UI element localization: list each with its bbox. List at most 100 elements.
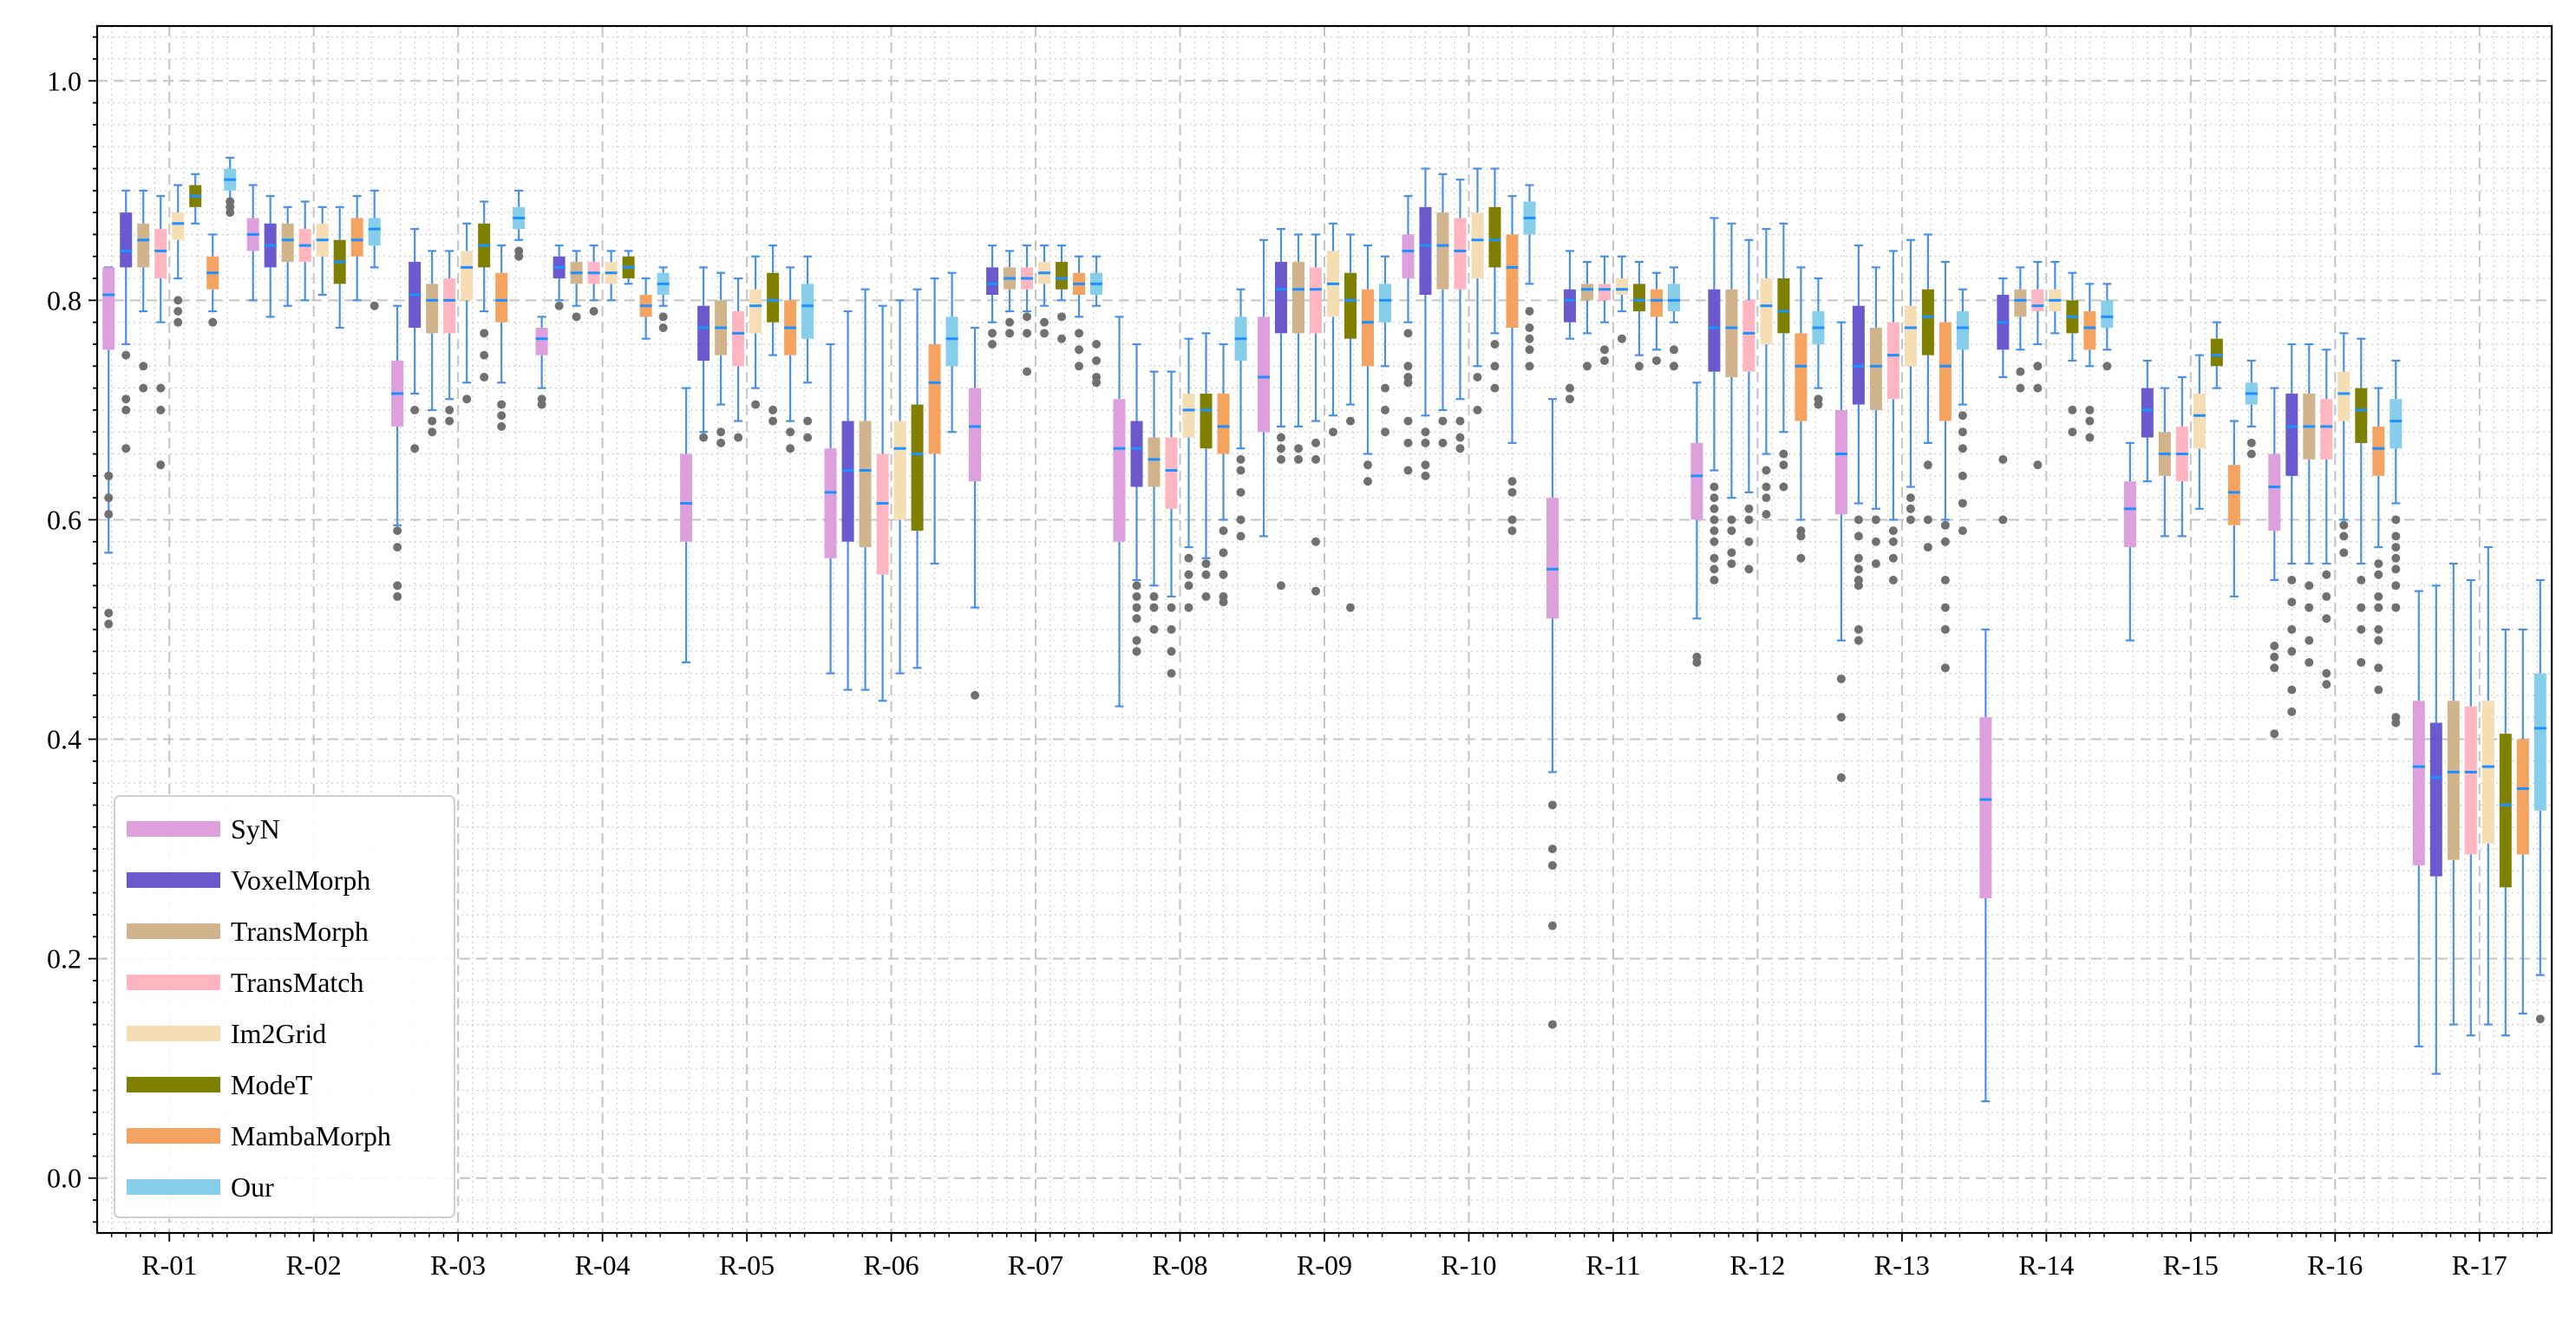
x-tick-label: R-13 (1874, 1249, 1930, 1281)
outlier-point (699, 433, 709, 442)
box-iqr (1956, 311, 1969, 350)
outlier-point (1634, 362, 1644, 371)
box-iqr (1939, 322, 1952, 421)
outlier-point (2339, 520, 2349, 530)
outlier-point (1219, 526, 1228, 536)
box-iqr (1165, 437, 1178, 509)
outlier-point (156, 460, 166, 470)
outlier-point (2339, 548, 2349, 558)
outlier-point (1871, 537, 1880, 546)
outlier-point (121, 444, 131, 453)
box-iqr (1667, 284, 1680, 312)
box-iqr (2337, 371, 2350, 421)
box-iqr (1852, 305, 1865, 405)
box-iqr (2227, 465, 2240, 525)
box-iqr (102, 267, 115, 350)
outlier-point (1092, 355, 1102, 365)
outlier-point (1473, 372, 1482, 382)
x-tick-label: R-14 (2018, 1249, 2074, 1281)
box-iqr (2447, 701, 2460, 860)
outlier-point (1906, 515, 1915, 525)
x-tick-label: R-09 (1297, 1249, 1352, 1281)
outlier-point (2246, 438, 2256, 447)
outlier-point (1854, 515, 1863, 525)
box-mambamorph-r-15 (2227, 420, 2240, 598)
outlier-point (768, 405, 778, 414)
box-mambamorph-r-04 (639, 277, 652, 340)
x-tick-label: R-17 (2452, 1249, 2507, 1281)
outlier-point (658, 323, 668, 332)
outlier-point (1023, 329, 1032, 338)
box-our-r-15 (2245, 359, 2258, 459)
box-im2grid-r-03 (461, 222, 474, 404)
box-transmorph-r-09 (1292, 233, 1304, 464)
legend-label: VoxelMorph (231, 864, 370, 896)
box-iqr (154, 229, 167, 279)
outlier-point (2085, 433, 2095, 442)
box-modet-r-06 (911, 288, 924, 669)
box-transmorph-r-11 (1580, 260, 1593, 371)
outlier-point (1381, 383, 1389, 393)
outlier-point (1132, 636, 1141, 645)
outlier-point (2391, 543, 2401, 552)
outlier-point (1277, 454, 1285, 464)
box-mambamorph-r-11 (1650, 271, 1663, 365)
outlier-point (1294, 444, 1303, 453)
outlier-point (1940, 663, 1950, 673)
legend-item-im2grid: Im2Grid (127, 1018, 326, 1049)
outlier-point (1381, 427, 1389, 437)
legend-label: Our (231, 1171, 274, 1203)
legend-item-our: Our (127, 1171, 274, 1203)
box-transmorph-r-03 (426, 250, 439, 437)
box-transmatch-r-10 (1454, 179, 1467, 453)
outlier-point (2374, 625, 2383, 634)
outlier-point (2374, 663, 2383, 673)
outlier-point (2033, 383, 2043, 393)
box-iqr (1777, 278, 1790, 334)
box-iqr (2499, 734, 2512, 888)
box-iqr (1615, 278, 1628, 296)
box-voxelmorph-r-07 (986, 244, 999, 349)
outlier-point (393, 543, 402, 552)
outlier-point (393, 526, 402, 536)
box-iqr (767, 272, 780, 323)
outlier-point (2357, 625, 2366, 634)
outlier-point (2374, 685, 2383, 695)
outlier-point (1149, 592, 1159, 602)
outlier-point (734, 433, 743, 442)
outlier-point (1149, 625, 1159, 634)
outlier-point (1421, 471, 1430, 480)
box-iqr (2481, 701, 2494, 844)
outlier-point (1958, 411, 1967, 421)
outlier-point (768, 416, 778, 426)
outlier-point (1346, 416, 1355, 426)
outlier-point (589, 307, 598, 316)
outlier-point (1236, 454, 1246, 464)
outlier-point (1906, 504, 1915, 513)
box-iqr (426, 284, 439, 334)
box-iqr (911, 404, 924, 532)
outlier-point (1490, 383, 1500, 393)
outlier-point (1888, 553, 1898, 563)
outlier-point (497, 421, 507, 431)
box-our-r-16 (2390, 359, 2403, 727)
x-tick-label: R-08 (1153, 1249, 1208, 1281)
outlier-point (1455, 433, 1465, 442)
outlier-point (1184, 570, 1193, 579)
box-im2grid-r-16 (2337, 332, 2350, 558)
outlier-point (1363, 460, 1372, 470)
outlier-point (1836, 713, 1846, 722)
outlier-point (1565, 383, 1574, 393)
box-transmatch-r-02 (298, 200, 311, 302)
box-iqr (137, 223, 150, 268)
box-modet-r-08 (1200, 332, 1213, 602)
x-tick-label: R-11 (1586, 1249, 1641, 1281)
box-voxelmorph-r-14 (1997, 277, 2010, 525)
box-modet-r-11 (1632, 260, 1645, 371)
outlier-point (803, 433, 813, 442)
box-our-r-12 (1812, 277, 1825, 409)
box-transmatch-r-14 (2031, 260, 2044, 470)
outlier-point (988, 339, 997, 349)
outlier-point (2305, 657, 2314, 667)
box-iqr (1200, 393, 1213, 449)
